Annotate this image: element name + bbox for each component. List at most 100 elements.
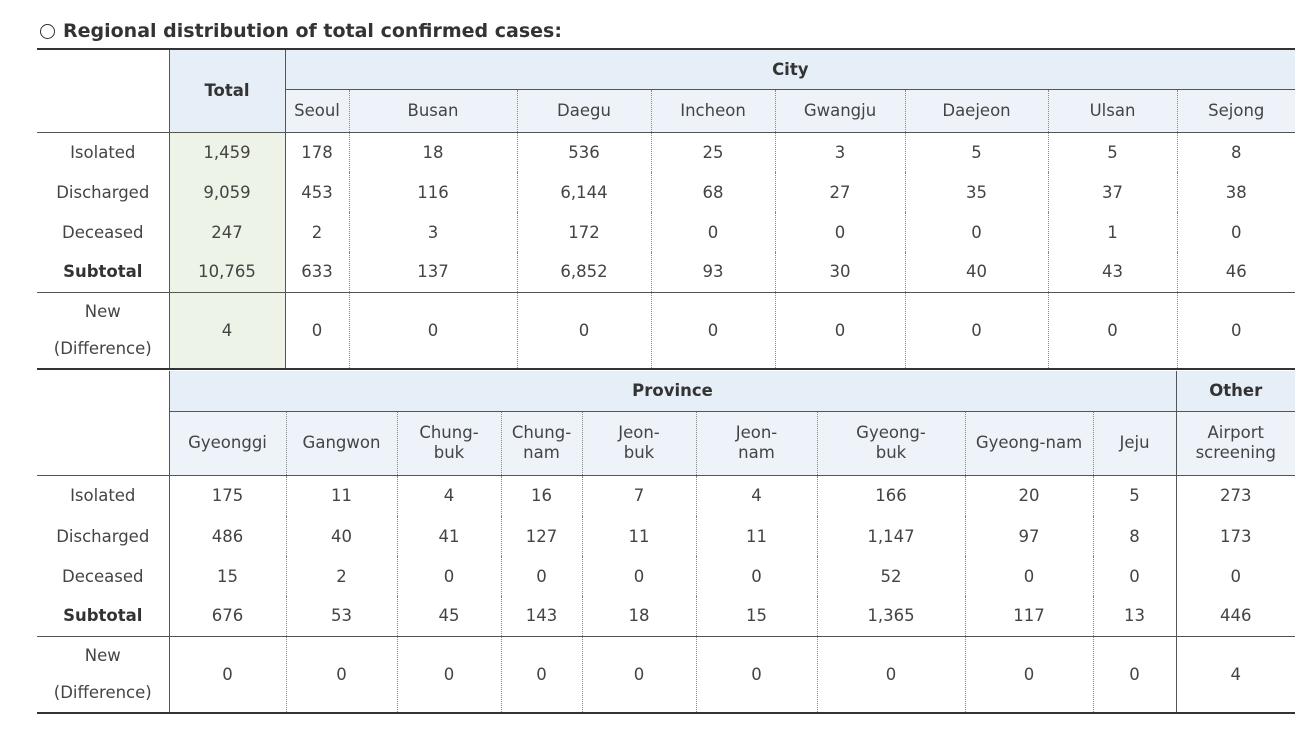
subtotal-row: Subtotal 10,765 633 137 6,852 93 30 40 4… — [37, 252, 1296, 292]
value-cell: 3 — [348, 212, 517, 252]
total-cell: 247 — [168, 212, 285, 252]
value-cell: 0 — [348, 291, 517, 370]
column-header: Gangwon — [285, 411, 397, 475]
value-cell: 0 — [396, 556, 501, 596]
difference-label: (Difference) — [53, 339, 152, 359]
value-cell: 11 — [581, 516, 696, 556]
province-table: Province Other Gyeonggi Gangwon Chung-bu… — [37, 371, 1295, 714]
value-cell: 0 — [816, 635, 965, 714]
value-cell: 0 — [396, 635, 501, 714]
total-cell: 4 — [168, 291, 285, 370]
new-difference-row: New (Difference) 4 0 0 0 0 0 0 0 0 — [37, 291, 1296, 370]
value-cell: 93 — [650, 252, 775, 292]
column-header: Chung-nam — [500, 411, 582, 475]
column-header: Jeju — [1092, 411, 1176, 475]
value-cell: 41 — [396, 516, 501, 556]
difference-label: (Difference) — [53, 683, 152, 703]
column-header: Ulsan — [1047, 89, 1177, 132]
column-header: Daegu — [516, 89, 651, 132]
value-cell: 27 — [774, 172, 905, 212]
province-group-header: Province — [168, 371, 1176, 412]
column-header: Busan — [348, 89, 517, 132]
value-cell: 0 — [1176, 212, 1296, 252]
value-cell: 40 — [285, 516, 397, 556]
column-header: Incheon — [650, 89, 775, 132]
value-cell: 0 — [695, 635, 817, 714]
total-header: Total — [168, 48, 285, 132]
value-cell: 0 — [774, 212, 905, 252]
column-header: Chung-buk — [396, 411, 501, 475]
total-cell: 1,459 — [168, 131, 285, 172]
value-cell: 0 — [284, 291, 349, 370]
city-table: Total City Seoul Busan Daegu Incheon Gwa… — [37, 48, 1296, 370]
value-cell: 137 — [348, 252, 517, 292]
row-label: Discharged — [56, 182, 150, 202]
column-header: Gyeong-buk — [816, 411, 965, 475]
value-cell: 0 — [500, 635, 582, 714]
value-cell: 0 — [285, 635, 397, 714]
value-cell: 0 — [516, 291, 651, 370]
value-cell: 13 — [1092, 596, 1176, 636]
row-label: Deceased — [62, 566, 144, 586]
column-header: Jeon-buk — [581, 411, 696, 475]
value-cell: 11 — [285, 474, 397, 516]
value-cell: 4 — [695, 474, 817, 516]
table-row: Discharged 9,059 453 116 6,144 68 27 35 … — [37, 172, 1296, 212]
value-cell: 30 — [774, 252, 905, 292]
value-cell: 35 — [904, 172, 1048, 212]
heading-text: Regional distribution of total confirmed… — [63, 20, 562, 42]
value-cell: 4 — [1175, 635, 1295, 714]
value-cell: 0 — [650, 291, 775, 370]
value-cell: 52 — [816, 556, 965, 596]
value-cell: 117 — [964, 596, 1093, 636]
value-cell: 0 — [168, 635, 286, 714]
value-cell: 11 — [695, 516, 817, 556]
value-cell: 0 — [1047, 291, 1177, 370]
value-cell: 178 — [284, 131, 349, 172]
value-cell: 676 — [168, 596, 286, 636]
value-cell: 5 — [904, 131, 1048, 172]
value-cell: 273 — [1175, 474, 1295, 516]
value-cell: 16 — [500, 474, 582, 516]
value-cell: 5 — [1092, 474, 1176, 516]
other-group-header: Other — [1175, 371, 1295, 412]
value-cell: 453 — [284, 172, 349, 212]
value-cell: 8 — [1092, 516, 1176, 556]
subtotal-row: Subtotal 676 53 45 143 18 15 1,365 117 1… — [37, 596, 1295, 636]
value-cell: 633 — [284, 252, 349, 292]
value-cell: 175 — [168, 474, 286, 516]
table-row: Deceased 15 2 0 0 0 0 52 0 0 0 — [37, 556, 1295, 596]
table-row: Deceased 247 2 3 172 0 0 0 1 0 — [37, 212, 1296, 252]
value-cell: 127 — [500, 516, 582, 556]
column-header: Jeon-nam — [695, 411, 817, 475]
value-cell: 97 — [964, 516, 1093, 556]
row-label: Discharged — [56, 526, 150, 546]
value-cell: 46 — [1176, 252, 1296, 292]
row-label: New (Difference) — [37, 291, 169, 370]
new-label: New — [84, 302, 121, 322]
value-cell: 15 — [168, 556, 286, 596]
value-cell: 1 — [1047, 212, 1177, 252]
new-difference-row: New (Difference) 0 0 0 0 0 0 0 0 0 4 — [37, 635, 1295, 714]
value-cell: 0 — [1092, 556, 1176, 596]
value-cell: 4 — [396, 474, 501, 516]
row-label: Isolated — [37, 474, 169, 516]
value-cell: 38 — [1176, 172, 1296, 212]
value-cell: 18 — [348, 131, 517, 172]
value-cell: 143 — [500, 596, 582, 636]
value-cell: 0 — [581, 635, 696, 714]
value-cell: 15 — [695, 596, 817, 636]
column-header: Gwangju — [774, 89, 905, 132]
empty-corner-cell — [37, 371, 169, 475]
value-cell: 40 — [904, 252, 1048, 292]
value-cell: 0 — [581, 556, 696, 596]
value-cell: 8 — [1176, 131, 1296, 172]
value-cell: 486 — [168, 516, 286, 556]
city-group-header: City — [284, 48, 1296, 90]
value-cell: 68 — [650, 172, 775, 212]
value-cell: 18 — [581, 596, 696, 636]
column-header: Seoul — [284, 89, 349, 132]
value-cell: 25 — [650, 131, 775, 172]
value-cell: 116 — [348, 172, 517, 212]
value-cell: 20 — [964, 474, 1093, 516]
